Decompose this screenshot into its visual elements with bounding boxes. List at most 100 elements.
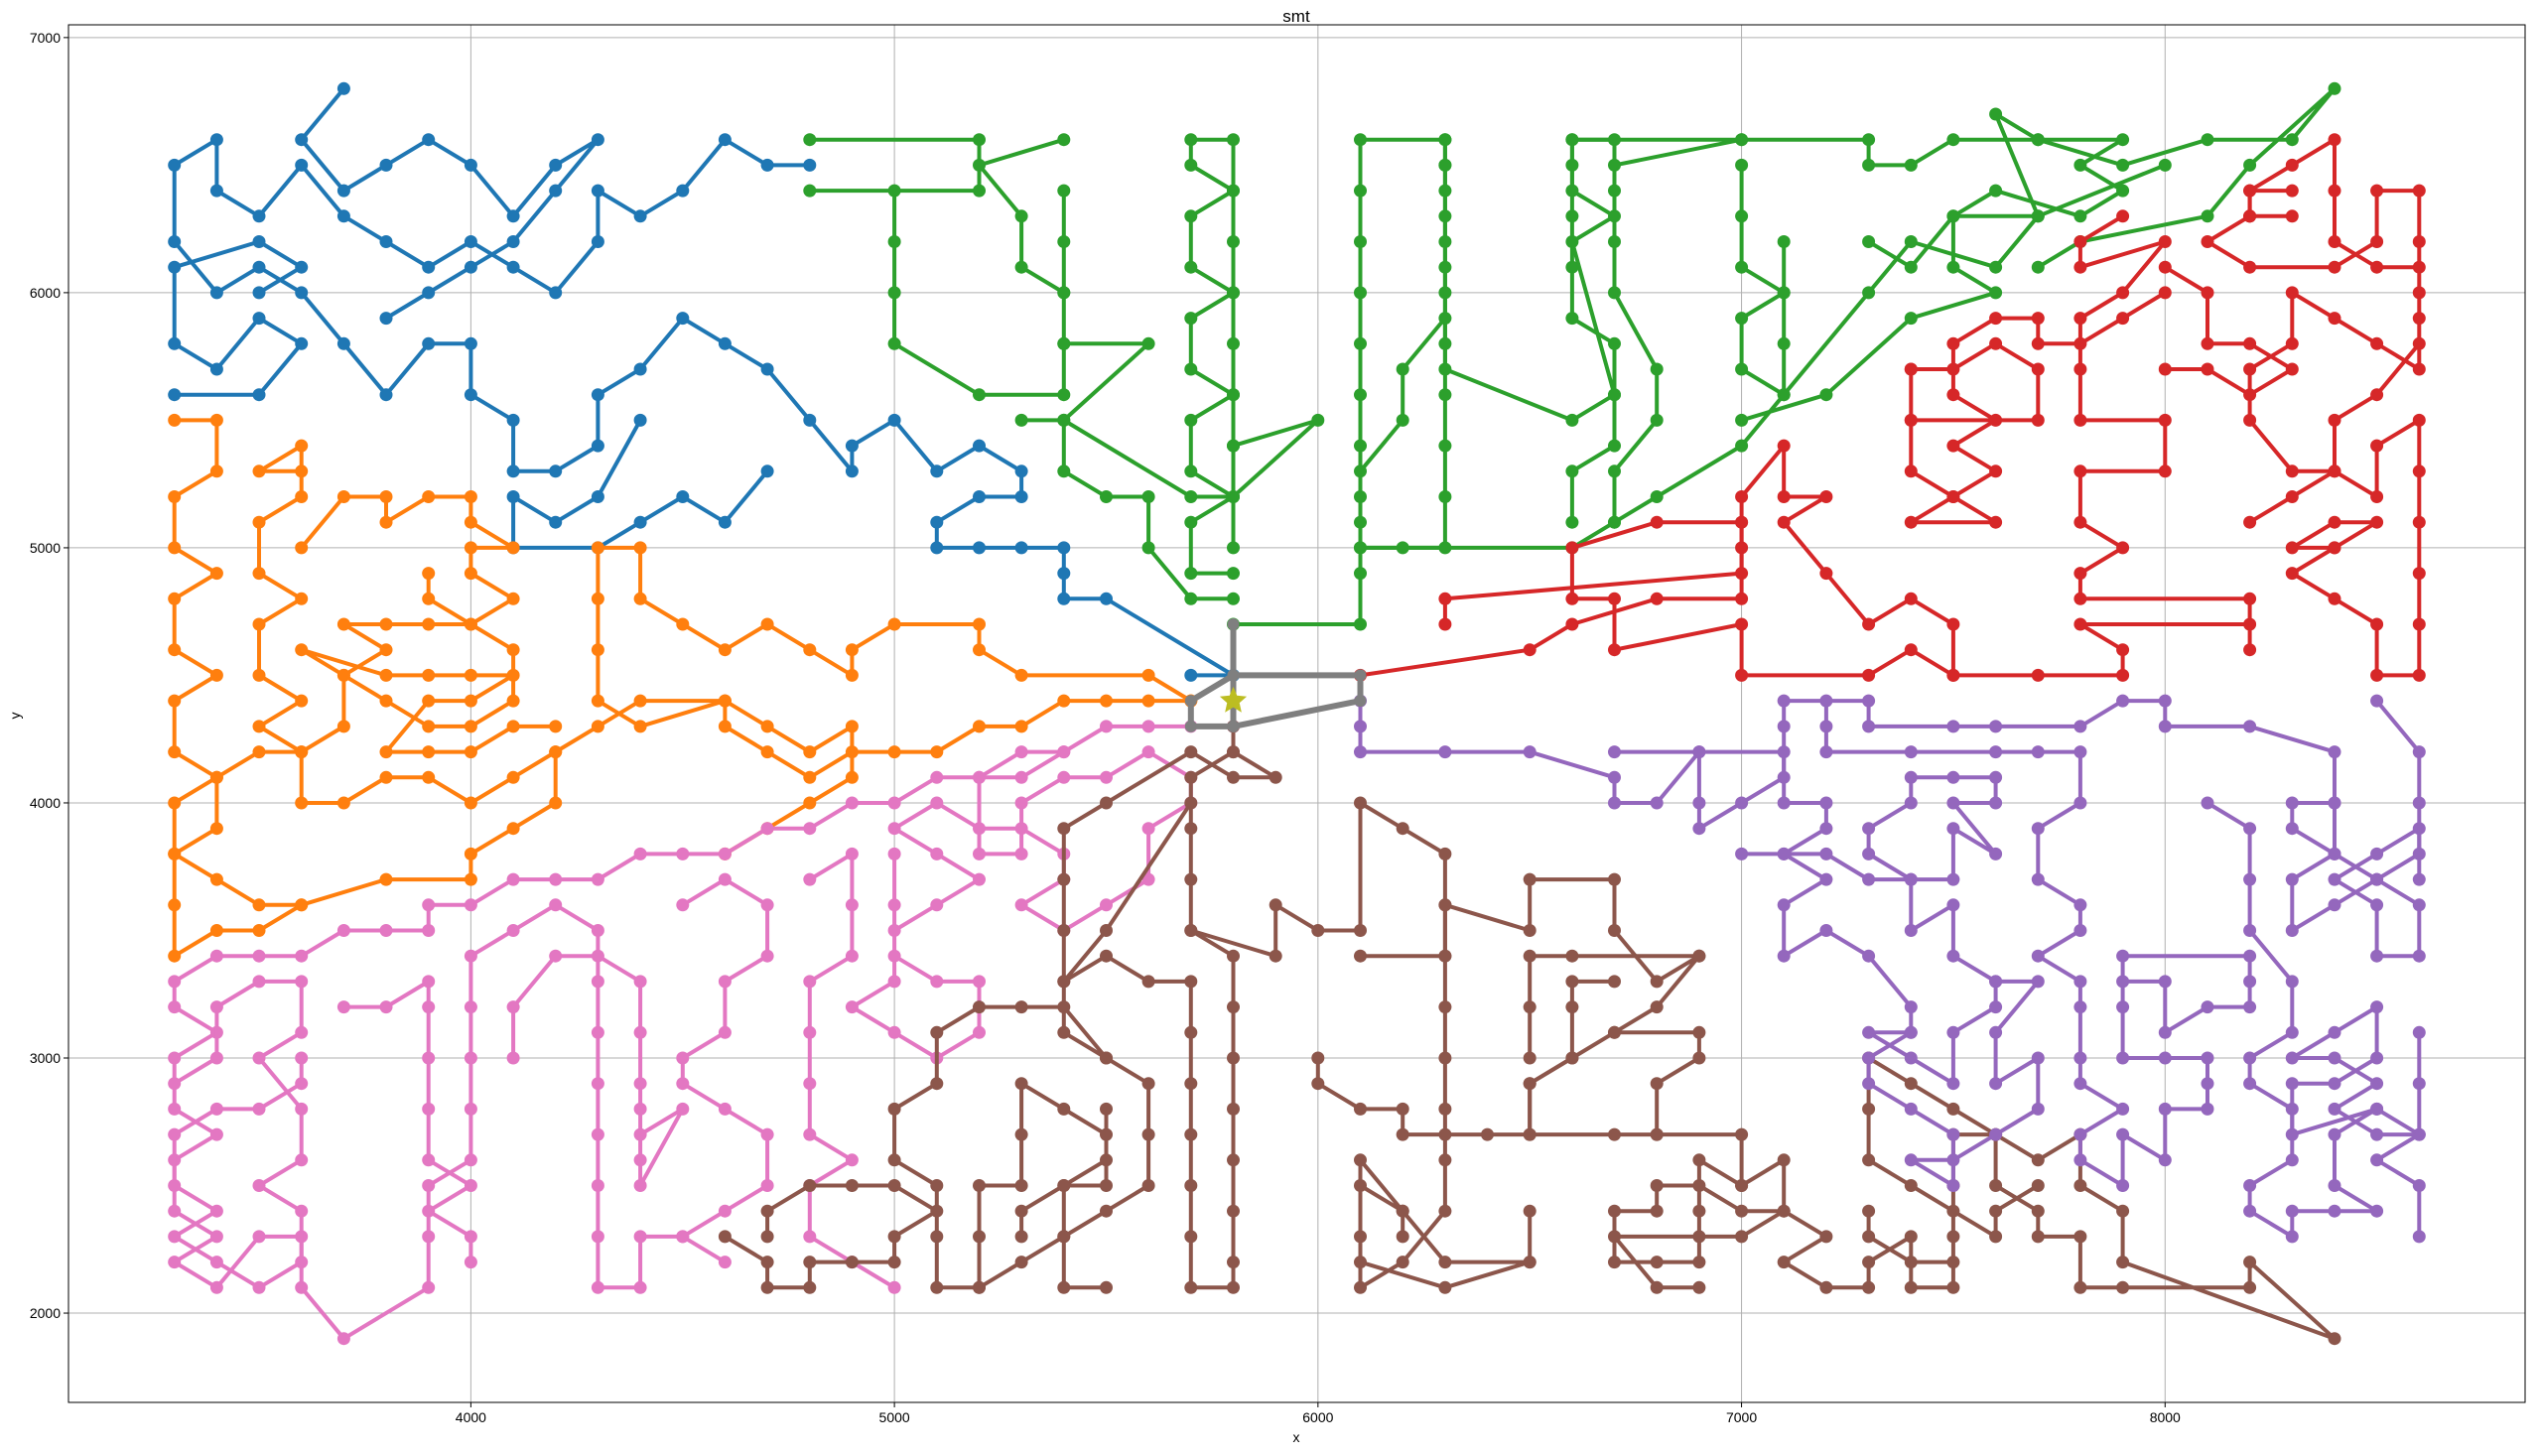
series-point <box>549 464 563 478</box>
series-point <box>1438 1153 1452 1167</box>
series-point <box>549 720 563 733</box>
series-point <box>718 515 732 529</box>
series-point <box>887 1256 901 1269</box>
series-point <box>845 643 859 657</box>
series-point <box>718 847 732 860</box>
series-point <box>591 490 604 503</box>
series-point <box>2116 1102 2130 1116</box>
series-point <box>1862 1204 1876 1218</box>
series-point <box>1057 1179 1071 1192</box>
x-axis: 4000 5000 6000 7000 8000 <box>456 1402 2181 1425</box>
series-point <box>2412 745 2426 759</box>
series-point <box>252 898 266 912</box>
series-point <box>1862 949 1876 963</box>
series-point <box>1989 975 2003 989</box>
series-point <box>1354 617 1367 631</box>
series-point <box>2243 924 2257 937</box>
series-point <box>2243 975 2257 989</box>
series-point <box>1989 1204 2003 1218</box>
series-point <box>1227 618 1240 630</box>
series-point <box>1100 898 1113 912</box>
series-point <box>1862 235 1876 248</box>
series-point <box>2158 413 2172 427</box>
series-point <box>1989 515 2003 529</box>
series-point <box>1735 439 1749 453</box>
series-point <box>1777 898 1791 912</box>
series-point <box>2285 796 2299 810</box>
series-point <box>633 1179 647 1192</box>
series-point <box>1184 1230 1198 1244</box>
depot-star-marker <box>1219 686 1248 713</box>
series-point <box>803 643 817 657</box>
series-point <box>1311 1051 1325 1065</box>
series-point <box>1735 1204 1749 1218</box>
series-point <box>1819 872 1833 886</box>
series-point <box>591 1280 604 1294</box>
series-point <box>1735 413 1749 427</box>
series-point <box>2412 1179 2426 1192</box>
series-point <box>1396 1256 1409 1269</box>
series-point <box>1608 286 1621 300</box>
series-point <box>1608 388 1621 402</box>
series-point <box>1438 388 1452 402</box>
series-point <box>760 1127 774 1141</box>
series-point <box>1946 260 1960 274</box>
series-point <box>887 1179 901 1192</box>
series-point <box>591 133 604 147</box>
series-point <box>2370 617 2384 631</box>
series-point <box>1523 1077 1537 1091</box>
series-point <box>2285 1127 2299 1141</box>
series-6 <box>1184 133 1240 581</box>
series-point <box>1565 312 1579 326</box>
series-point <box>1862 1102 1876 1116</box>
series-point <box>1777 847 1791 860</box>
series-point <box>676 1051 690 1065</box>
series-point <box>2243 872 2257 886</box>
series-point <box>973 1230 986 1244</box>
series-point <box>1184 413 1198 427</box>
series-point <box>1057 592 1071 605</box>
series-point <box>1777 694 1791 708</box>
series-point <box>1904 1256 1918 1269</box>
series-point <box>1650 490 1664 503</box>
series-point <box>2073 745 2087 759</box>
series-point <box>718 1025 732 1039</box>
series-point <box>209 184 223 198</box>
series-point <box>2073 235 2087 248</box>
series-layer <box>168 81 2426 1346</box>
series-point <box>887 617 901 631</box>
series-point <box>506 260 520 274</box>
series-point <box>2328 235 2341 248</box>
series-point <box>2328 1179 2341 1192</box>
series-point <box>252 567 266 581</box>
series-52 <box>1819 694 2257 1192</box>
series-point <box>1184 1179 1198 1192</box>
series-point <box>549 898 563 912</box>
series-point <box>1227 669 1240 682</box>
series-point <box>1184 695 1197 708</box>
series-point <box>168 1077 182 1091</box>
series-point <box>2370 336 2384 350</box>
series-point <box>1184 158 1198 172</box>
series-point <box>2285 975 2299 989</box>
series-point <box>973 847 986 860</box>
series-point <box>718 1102 732 1116</box>
series-point <box>1946 949 1960 963</box>
series-point <box>1100 796 1113 810</box>
series-point <box>2201 336 2214 350</box>
series-point <box>1014 1179 1028 1192</box>
series-point <box>845 770 859 784</box>
series-33 <box>506 949 690 1192</box>
series-point <box>1523 949 1537 963</box>
series-point <box>1989 1000 2003 1014</box>
series-line <box>172 699 1193 959</box>
series-point <box>295 464 309 478</box>
series-point <box>464 235 477 248</box>
series-point <box>1692 1280 1706 1294</box>
series-line <box>1231 137 1447 626</box>
series-point <box>2370 949 2384 963</box>
series-point <box>2243 158 2257 172</box>
series-point <box>1989 1179 2003 1192</box>
series-point <box>464 1051 477 1065</box>
series-point <box>1438 1000 1452 1014</box>
